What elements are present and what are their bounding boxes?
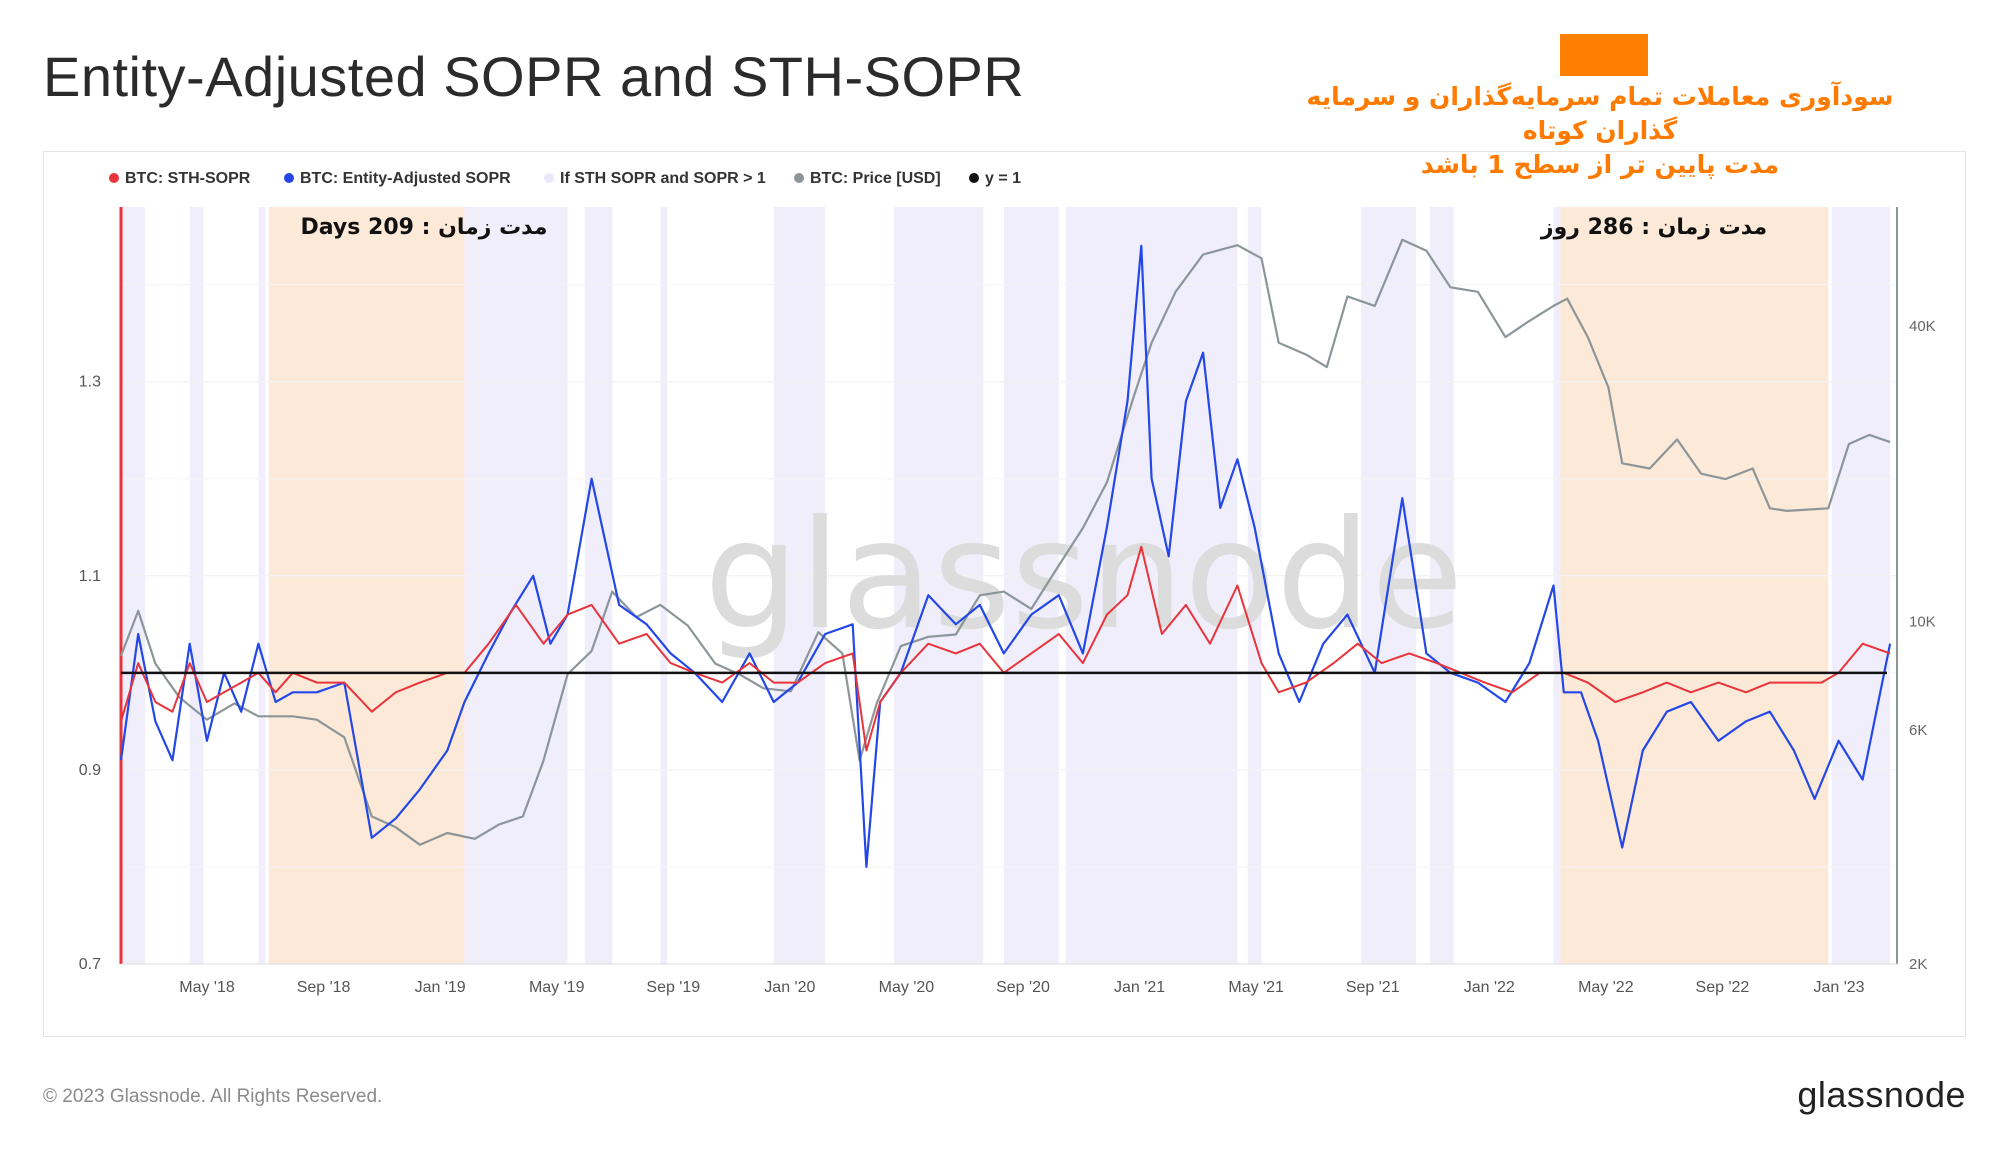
x-tick: May '18 bbox=[179, 979, 235, 996]
legend-dot bbox=[969, 173, 979, 183]
y-right-tick: 10K bbox=[1909, 613, 1936, 630]
chart-panel: BTC: STH-SOPR BTC: Entity-Adjusted SOPR If… bbox=[43, 151, 1966, 1037]
highlight-period bbox=[660, 207, 668, 964]
highlight-period bbox=[121, 207, 146, 964]
axes bbox=[119, 207, 1898, 965]
x-tick: Sep '20 bbox=[996, 979, 1050, 996]
y-left-tick: 1.3 bbox=[79, 374, 101, 391]
x-tick: Jan '21 bbox=[1114, 979, 1165, 996]
page-title: Entity-Adjusted SOPR and STH-SOPR bbox=[43, 45, 1025, 108]
duration-label: مدت زمان : 286 روز bbox=[1540, 215, 1767, 240]
x-tick: Sep '22 bbox=[1696, 979, 1750, 996]
orange-legend-swatch bbox=[1560, 34, 1648, 76]
duration-band bbox=[1560, 207, 1829, 964]
x-tick: May '22 bbox=[1578, 979, 1634, 996]
legend-dot bbox=[109, 173, 119, 183]
entity-sopr-line bbox=[119, 244, 1892, 868]
y-left-tick: 1.1 bbox=[79, 568, 101, 585]
annotation-line-1: سودآوری معاملات تمام سرمایه‌گذاران و سرم… bbox=[1306, 82, 1894, 111]
legend-label: BTC: Price [USD] bbox=[810, 170, 941, 187]
legend-label: BTC: Entity-Adjusted SOPR bbox=[300, 170, 511, 187]
highlight-period bbox=[1553, 207, 1561, 964]
duration-band bbox=[268, 207, 465, 964]
duration-labels: مدت زمان : 209 Days مدت زمان : 286 روز bbox=[300, 215, 1767, 240]
duration-bands bbox=[268, 207, 1829, 964]
highlight-period bbox=[893, 207, 984, 964]
x-tick: May '19 bbox=[529, 979, 585, 996]
highlight-period bbox=[584, 207, 613, 964]
highlight-period bbox=[1003, 207, 1059, 964]
x-tick: Sep '19 bbox=[646, 979, 700, 996]
y-left-tick: 0.7 bbox=[79, 956, 101, 973]
glassnode-logo[interactable]: glassnode bbox=[1797, 1074, 1966, 1115]
highlight-period bbox=[1831, 207, 1891, 964]
y-left-tick: 0.9 bbox=[79, 762, 101, 779]
series-lines bbox=[119, 238, 1892, 868]
highlight-periods bbox=[121, 207, 1891, 964]
chart-legend: BTC: STH-SOPR BTC: Entity-Adjusted SOPR If… bbox=[109, 170, 1021, 187]
x-tick: May '21 bbox=[1228, 979, 1284, 996]
legend-label: BTC: STH-SOPR bbox=[125, 170, 251, 187]
legend-label: y = 1 bbox=[985, 170, 1021, 187]
x-tick: Jan '20 bbox=[764, 979, 815, 996]
highlight-period bbox=[1065, 207, 1238, 964]
legend-label: If STH SOPR and SOPR > 1 bbox=[560, 170, 766, 187]
x-tick: Jan '22 bbox=[1464, 979, 1515, 996]
x-tick: May '20 bbox=[879, 979, 935, 996]
highlight-period bbox=[258, 207, 266, 964]
persian-annotation: سودآوری معاملات تمام سرمایه‌گذاران و سرم… bbox=[1290, 80, 1910, 182]
sth-sopr-line bbox=[120, 545, 1891, 752]
x-tick: Sep '18 bbox=[297, 979, 351, 996]
annotation-line-2: گذاران کوتاه bbox=[1522, 116, 1678, 145]
y-right-tick: 2K bbox=[1909, 956, 1927, 973]
highlight-period bbox=[1429, 207, 1454, 964]
y-right-tick: 6K bbox=[1909, 722, 1927, 739]
duration-label: مدت زمان : 209 Days bbox=[300, 215, 547, 240]
tick-labels: 0.7 0.9 1.1 1.3 2K 6K 10K 40K May '18 Sep '18 Jan … bbox=[79, 318, 1936, 996]
x-tick: Sep '21 bbox=[1346, 979, 1400, 996]
highlight-period bbox=[773, 207, 826, 964]
legend-dot bbox=[284, 173, 294, 183]
annotation-line-3: مدت پایین تر از سطح 1 باشد bbox=[1420, 150, 1780, 179]
highlight-period bbox=[1247, 207, 1262, 964]
watermark: glassnode bbox=[704, 489, 1463, 663]
highlight-period bbox=[464, 207, 568, 964]
x-tick: Jan '19 bbox=[415, 979, 466, 996]
x-tick: Jan '23 bbox=[1813, 979, 1864, 996]
legend-dot bbox=[794, 173, 804, 183]
copyright-text: © 2023 Glassnode. All Rights Reserved. bbox=[43, 1086, 383, 1107]
y-right-tick: 40K bbox=[1909, 318, 1936, 335]
sopr-chart[interactable]: BTC: STH-SOPR BTC: Entity-Adjusted SOPR If… bbox=[44, 152, 1965, 1036]
price-line bbox=[119, 238, 1891, 846]
highlight-period bbox=[189, 207, 204, 964]
legend-dot bbox=[544, 173, 554, 183]
